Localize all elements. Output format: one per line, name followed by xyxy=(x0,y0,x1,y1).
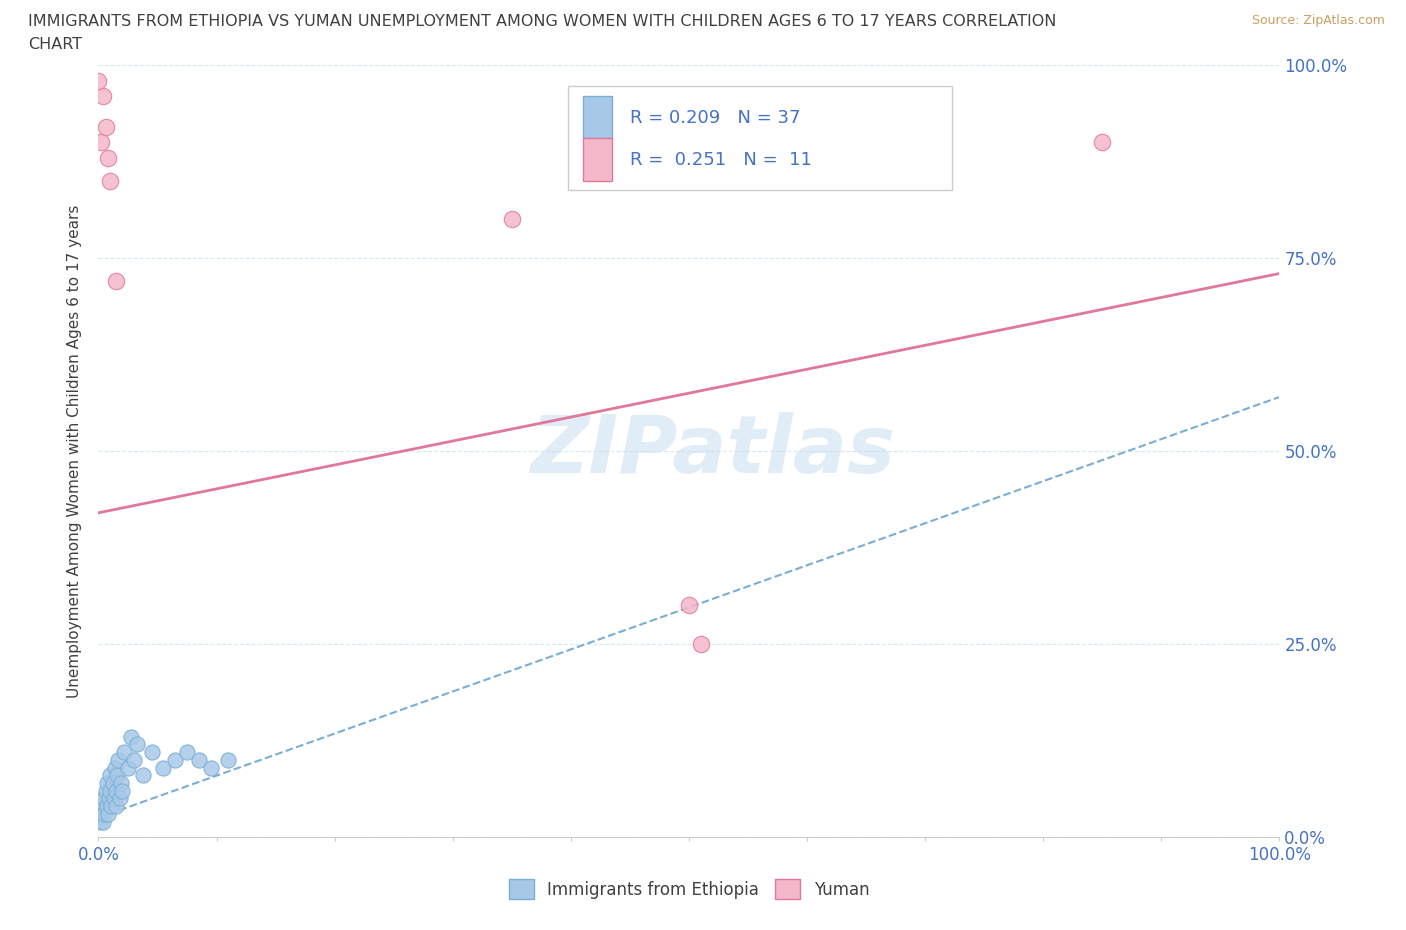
Point xyxy=(90,135,112,150)
Y-axis label: Unemployment Among Women with Children Ages 6 to 17 years: Unemployment Among Women with Children A… xyxy=(67,205,83,698)
Point xyxy=(93,790,115,805)
Text: R =  0.251   N =  11: R = 0.251 N = 11 xyxy=(630,151,811,169)
Point xyxy=(91,814,114,829)
Point xyxy=(121,729,143,744)
Point xyxy=(91,88,114,103)
Legend: Immigrants from Ethiopia, Yuman: Immigrants from Ethiopia, Yuman xyxy=(502,872,876,906)
Point xyxy=(94,783,117,798)
Point xyxy=(107,752,129,767)
Point xyxy=(165,752,187,767)
Point xyxy=(98,783,121,798)
Point xyxy=(91,799,114,814)
Point xyxy=(110,776,132,790)
Text: CHART: CHART xyxy=(28,37,82,52)
Point xyxy=(98,790,121,805)
Point xyxy=(96,799,118,814)
Text: ZIPatlas: ZIPatlas xyxy=(530,412,896,490)
Point xyxy=(104,760,127,775)
Point xyxy=(132,768,155,783)
Point xyxy=(501,212,523,227)
Point xyxy=(112,745,135,760)
Text: Source: ZipAtlas.com: Source: ZipAtlas.com xyxy=(1251,14,1385,27)
Point xyxy=(152,760,174,775)
Point xyxy=(89,814,111,829)
Point xyxy=(689,637,711,652)
Point xyxy=(127,737,149,751)
Text: R = 0.209   N = 37: R = 0.209 N = 37 xyxy=(630,109,800,126)
Point xyxy=(105,799,128,814)
Point xyxy=(96,776,118,790)
Point xyxy=(90,806,112,821)
Point xyxy=(101,776,124,790)
Point xyxy=(122,752,145,767)
Point xyxy=(98,768,121,783)
Point xyxy=(93,806,115,821)
Text: IMMIGRANTS FROM ETHIOPIA VS YUMAN UNEMPLOYMENT AMONG WOMEN WITH CHILDREN AGES 6 : IMMIGRANTS FROM ETHIOPIA VS YUMAN UNEMPL… xyxy=(28,14,1056,29)
Point xyxy=(97,806,120,821)
Point xyxy=(97,151,120,166)
Point xyxy=(105,783,128,798)
Point xyxy=(94,119,117,134)
Point xyxy=(217,752,239,767)
Point xyxy=(87,73,110,88)
Point xyxy=(111,783,134,798)
Point xyxy=(98,173,121,188)
Point xyxy=(678,598,700,613)
Point xyxy=(1091,135,1114,150)
Point xyxy=(108,790,131,805)
Point xyxy=(187,752,209,767)
Point xyxy=(105,273,128,288)
Point xyxy=(105,768,128,783)
Point xyxy=(200,760,222,775)
Point xyxy=(100,799,122,814)
Point xyxy=(103,790,125,805)
Point xyxy=(176,745,198,760)
Point xyxy=(141,745,163,760)
Point xyxy=(117,760,139,775)
